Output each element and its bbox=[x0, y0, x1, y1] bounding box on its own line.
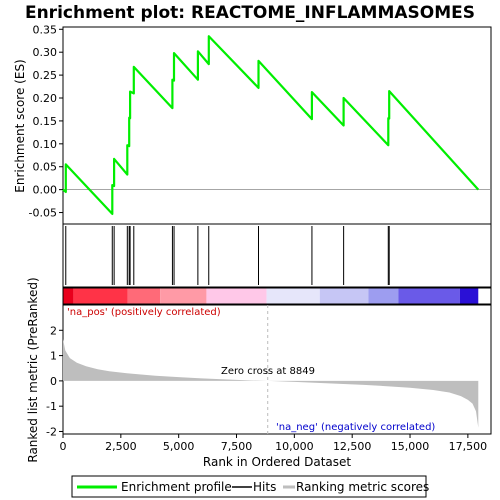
chart-title: Enrichment plot: REACTOME_INFLAMMASOMES bbox=[25, 3, 475, 23]
heatmap-segment bbox=[459, 288, 479, 304]
es-y-tick-label: 0.10 bbox=[33, 138, 58, 151]
es-y-tick-label: 0.25 bbox=[33, 69, 58, 82]
metric-y-tick-label: 0 bbox=[50, 375, 57, 388]
es-layer: -0.05 0.00 0.05 0.10 0.15 0.20 0.25 0.30 0.35 bbox=[29, 23, 491, 220]
x-tick-label: 2,500 bbox=[105, 440, 137, 453]
heatmap-segment bbox=[368, 288, 399, 304]
es-y-tick-label: 0.35 bbox=[33, 23, 58, 36]
heatmap-frame bbox=[62, 287, 492, 305]
x-tick-label: 10,000 bbox=[275, 440, 314, 453]
heatmap-segment bbox=[127, 288, 161, 304]
legend-es-label: Enrichment profile bbox=[121, 480, 232, 494]
hits-layer bbox=[65, 226, 390, 285]
x-tick-label: 5,000 bbox=[163, 440, 195, 453]
metric-layer: -2 -1 0 1 2 0 2,500 5,000 7,500 10,000 12,500 15,00… bbox=[46, 305, 487, 453]
es-y-tick-label: 0.15 bbox=[33, 115, 58, 128]
heatmap-segment bbox=[319, 288, 369, 304]
metric-y-tick-label: -1 bbox=[46, 400, 57, 413]
ranked-list-heatmap bbox=[63, 288, 479, 304]
es-y-tick-label: 0.00 bbox=[33, 184, 58, 197]
x-tick-label: 7,500 bbox=[221, 440, 253, 453]
legend-metric-label: Ranking metric scores bbox=[296, 480, 429, 494]
metric-y-tick-label: 1 bbox=[50, 350, 57, 363]
heatmap-segment bbox=[160, 288, 207, 304]
x-axis-label: Rank in Ordered Dataset bbox=[203, 455, 351, 469]
x-tick-label: 12,500 bbox=[333, 440, 372, 453]
metric-y-tick-label: -2 bbox=[46, 425, 57, 438]
x-tick-label: 15,000 bbox=[391, 440, 430, 453]
x-tick-label: 0 bbox=[60, 440, 67, 453]
es-plot-frame bbox=[62, 26, 492, 225]
es-y-tick-label: 0.05 bbox=[33, 161, 58, 174]
legend: Enrichment profile Hits Ranking metric s… bbox=[71, 475, 429, 498]
metric-y-axis-label: Ranked list metric (PreRanked) bbox=[26, 277, 40, 462]
heatmap-segment bbox=[73, 288, 128, 304]
es-y-tick-label: 0.30 bbox=[33, 46, 58, 59]
legend-hits-label: Hits bbox=[253, 480, 276, 494]
es-y-tick-label: 0.20 bbox=[33, 92, 58, 105]
es-y-axis-label: Enrichment score (ES) bbox=[13, 59, 27, 192]
ranking-metric-area bbox=[63, 339, 479, 428]
zero-cross-label: Zero cross at 8849 bbox=[221, 366, 315, 377]
negative-correlation-label: 'na_neg' (negatively correlated) bbox=[276, 422, 435, 433]
hits-frame bbox=[62, 223, 492, 288]
heatmap-segment bbox=[206, 288, 267, 304]
heatmap-segment bbox=[398, 288, 460, 304]
metric-y-tick-label: 2 bbox=[50, 324, 57, 337]
metric-plot-frame bbox=[62, 304, 492, 435]
positive-correlation-label: 'na_pos' (positively correlated) bbox=[67, 307, 221, 318]
x-tick-label: 17,500 bbox=[449, 440, 488, 453]
heatmap-segment bbox=[266, 288, 320, 304]
heatmap-segment bbox=[63, 288, 74, 304]
es-profile-line bbox=[62, 35, 480, 215]
es-y-tick-label: -0.05 bbox=[29, 207, 57, 220]
